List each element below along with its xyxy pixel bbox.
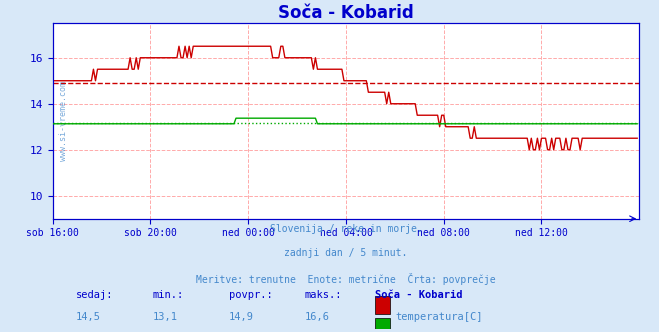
Text: temperatura[C]: temperatura[C] — [396, 312, 483, 322]
FancyBboxPatch shape — [376, 296, 390, 314]
Title: Soča - Kobarid: Soča - Kobarid — [278, 4, 414, 22]
Text: 16,6: 16,6 — [305, 312, 330, 322]
Text: 14,5: 14,5 — [76, 312, 101, 322]
Text: maks.:: maks.: — [305, 290, 343, 300]
Text: www.si-vreme.com: www.si-vreme.com — [59, 81, 68, 161]
Text: zadnji dan / 5 minut.: zadnji dan / 5 minut. — [284, 248, 408, 258]
Text: min.:: min.: — [152, 290, 184, 300]
Text: 14,9: 14,9 — [229, 312, 254, 322]
FancyBboxPatch shape — [376, 318, 390, 332]
Text: sedaj:: sedaj: — [76, 290, 114, 300]
Text: 13,1: 13,1 — [152, 312, 177, 322]
Text: povpr.:: povpr.: — [229, 290, 272, 300]
Text: Slovenija / reke in morje.: Slovenija / reke in morje. — [270, 224, 422, 234]
Text: Meritve: trenutne  Enote: metrične  Črta: povprečje: Meritve: trenutne Enote: metrične Črta: … — [196, 273, 496, 285]
Text: Soča - Kobarid: Soča - Kobarid — [376, 290, 463, 300]
